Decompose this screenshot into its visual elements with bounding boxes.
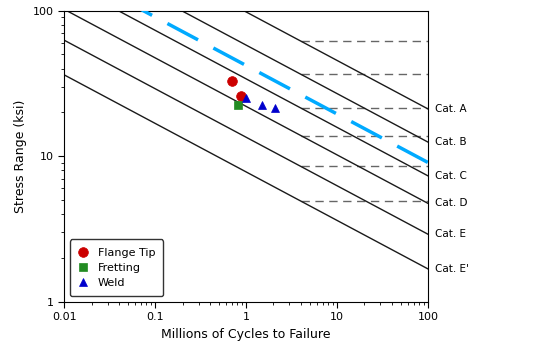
Text: Cat. C: Cat. C <box>435 171 467 181</box>
Weld <box>272 106 279 110</box>
Line: Flange Tip: Flange Tip <box>227 76 246 101</box>
Weld <box>243 96 249 100</box>
X-axis label: Millions of Cycles to Failure: Millions of Cycles to Failure <box>162 328 331 341</box>
Flange Tip <box>238 94 244 98</box>
Text: Cat. B: Cat. B <box>435 137 467 147</box>
Y-axis label: Stress Range (ksi): Stress Range (ksi) <box>14 99 27 213</box>
Flange Tip <box>229 78 235 83</box>
Text: Cat. A: Cat. A <box>435 104 467 114</box>
Text: Cat. E: Cat. E <box>435 229 466 239</box>
Text: Cat. D: Cat. D <box>435 198 468 208</box>
Weld <box>259 103 265 107</box>
Text: Cat. E': Cat. E' <box>435 264 469 274</box>
Legend: Flange Tip, Fretting, Weld: Flange Tip, Fretting, Weld <box>70 239 163 296</box>
Line: Weld: Weld <box>242 94 280 112</box>
